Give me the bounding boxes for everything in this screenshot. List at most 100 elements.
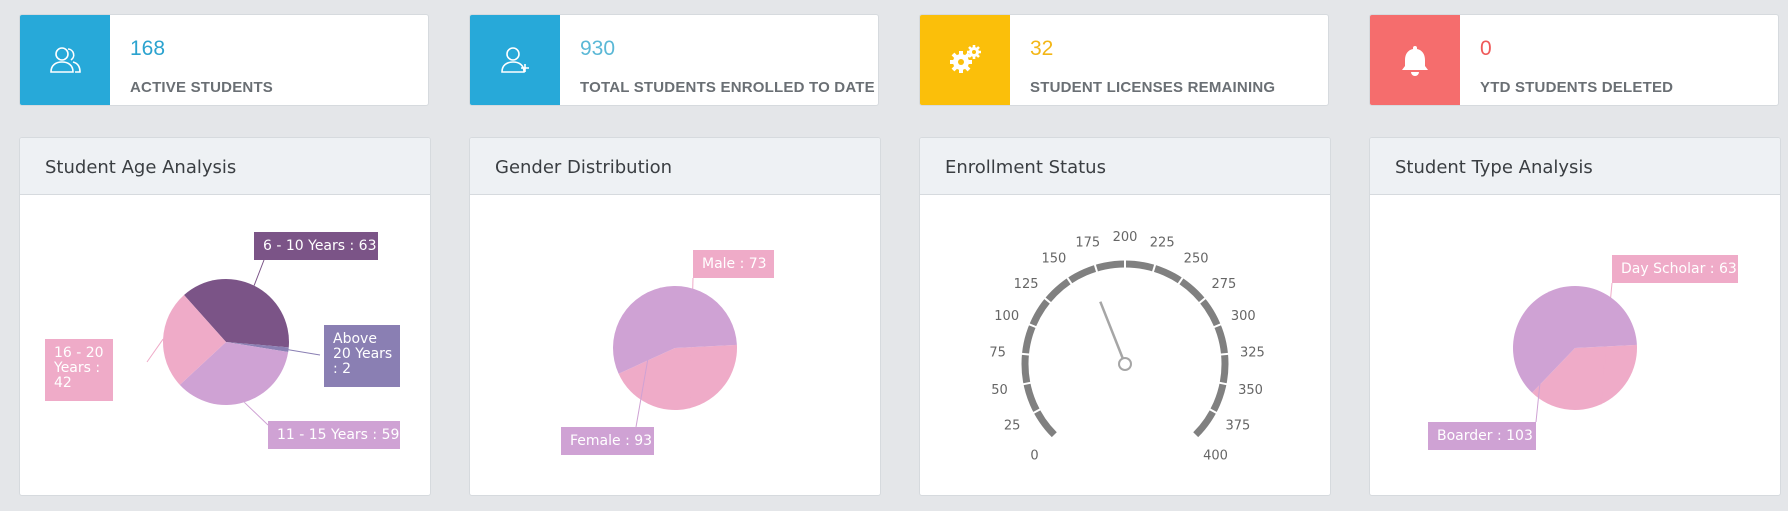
- pie-label: Years :: [53, 360, 100, 376]
- pie-connector: [243, 401, 269, 426]
- stat-value: 32: [1030, 37, 1054, 60]
- pie-label-box: [45, 339, 113, 401]
- stat-value: 0: [1480, 37, 1492, 60]
- stat-card-total-enrolled: 930 TOTAL STUDENTS ENROLLED TO DATE: [469, 14, 879, 106]
- gauge-tick: [1031, 407, 1043, 415]
- gender-pie-svg: Male : 73 Female : 93: [561, 250, 774, 455]
- pie-connector: [253, 259, 265, 286]
- pie-slice[interactable]: [618, 344, 737, 410]
- gauge-hub: [1118, 357, 1132, 371]
- gauge-tick-label: 400: [1203, 449, 1228, 464]
- gauge-tick: [1019, 352, 1032, 356]
- user-add-icon: [470, 15, 560, 105]
- panel-student-age-analysis: Student Age Analysis 6 - 10 Years : 63 Ab…: [19, 137, 431, 496]
- gauge-tick-label: 250: [1184, 252, 1209, 267]
- type-pie-svg: Day Scholar : 63 Boarder : 103: [1428, 255, 1738, 450]
- panel-title: Gender Distribution: [495, 157, 673, 178]
- gauge-tick-label: 25: [1004, 418, 1021, 433]
- gauge-tick: [1176, 275, 1185, 287]
- stat-value: 930: [580, 37, 616, 60]
- pie-label: 20 Years: [333, 346, 392, 362]
- panel-title: Student Age Analysis: [45, 157, 237, 178]
- pie-connector: [288, 349, 321, 356]
- stat-card-active-students: 168 ACTIVE STUDENTS: [19, 14, 429, 106]
- gauge-tick-label: 50: [991, 383, 1008, 398]
- gauge-tick: [1197, 296, 1208, 306]
- pie-label: 11 - 15 Years : 59: [277, 427, 399, 443]
- gauge-tick-label: 150: [1041, 252, 1066, 267]
- pie-label-box: [1612, 255, 1738, 283]
- bell-icon: [1370, 15, 1460, 105]
- panel-title: Enrollment Status: [945, 157, 1106, 178]
- gauge-tick: [1217, 381, 1230, 386]
- pie-connector: [635, 287, 661, 428]
- pie-label: 6 - 10 Years : 63: [263, 238, 377, 254]
- gauge-tick: [1093, 262, 1099, 275]
- gauge-tick-label: 350: [1238, 383, 1263, 398]
- gauge-tick-label: 275: [1211, 277, 1236, 292]
- gauge-tick-label: 300: [1231, 309, 1256, 324]
- stat-label: ACTIVE STUDENTS: [130, 79, 274, 96]
- pie-label: Male : 73: [702, 256, 767, 272]
- gauge-tick: [1026, 322, 1039, 329]
- gauge-tick: [1042, 296, 1053, 306]
- gauge-tick: [1211, 322, 1224, 329]
- gears-icon: [920, 15, 1010, 105]
- gauge-tick-label: 0: [1030, 449, 1038, 464]
- gauge-tick: [1065, 275, 1074, 287]
- pie-label: Boarder : 103: [1437, 428, 1533, 444]
- pie-label: 42: [54, 375, 72, 391]
- users-icon: [20, 15, 110, 105]
- pie-slice[interactable]: [162, 295, 226, 385]
- pie-slice[interactable]: [226, 342, 289, 353]
- gauge-tick-label: 75: [989, 346, 1006, 361]
- gauge-tick-label: 225: [1150, 236, 1175, 251]
- pie-label: 16 - 20: [54, 345, 104, 361]
- panel-header: Student Type Analysis: [1370, 138, 1780, 195]
- stat-label: TOTAL STUDENTS ENROLLED TO DATE: [580, 79, 875, 96]
- panel-header: Enrollment Status: [920, 138, 1330, 195]
- pie-slice[interactable]: [1532, 344, 1637, 410]
- gauge-tick-label: 100: [994, 309, 1019, 324]
- stat-label: YTD STUDENTS DELETED: [1480, 79, 1674, 96]
- gauge-tick-label: 325: [1240, 346, 1265, 361]
- gauge-tick: [1151, 262, 1157, 275]
- pie-label: : 2: [333, 361, 351, 377]
- enrollment-gauge: 0 25 50 75 100 125 150 175 200 225 250 275 300 325 350…: [920, 195, 1330, 495]
- pie-label-box: [561, 427, 654, 455]
- pie-label-box: [254, 232, 378, 260]
- gauge-tick: [1207, 407, 1219, 415]
- panel-student-type-analysis: Student Type Analysis Day Scholar : 63 Bo…: [1369, 137, 1781, 496]
- panel-title: Student Type Analysis: [1395, 157, 1593, 178]
- stat-value: 168: [130, 37, 166, 60]
- pie-slice[interactable]: [612, 285, 737, 374]
- pie-label-box: [693, 250, 774, 278]
- pie-label-box: [268, 421, 400, 449]
- age-pie-chart: 6 - 10 Years : 63 Above 20 Years: 2 11 - 15…: [20, 195, 430, 495]
- gauge-tick-label: 175: [1075, 236, 1100, 251]
- pie-slice[interactable]: [184, 278, 289, 348]
- pie-label: Female : 93: [570, 433, 652, 449]
- gauge-scale: [1021, 260, 1229, 438]
- student-type-pie-chart: Day Scholar : 63 Boarder : 103: [1370, 195, 1780, 495]
- pie-label-box: [1428, 422, 1536, 450]
- panel-header: Gender Distribution: [470, 138, 880, 195]
- stat-card-licenses-remaining: 32 STUDENT LICENSES REMAINING: [919, 14, 1329, 106]
- gauge-needle: [1099, 301, 1127, 365]
- pie-slice[interactable]: [1512, 285, 1637, 393]
- gauge-tick: [1218, 352, 1231, 356]
- gauge-tick-label: 125: [1014, 277, 1039, 292]
- pie-slice[interactable]: [179, 342, 289, 406]
- gender-pie-chart: Male : 73 Female : 93: [470, 195, 880, 495]
- stat-card-ytd-deleted: 0 YTD STUDENTS DELETED: [1369, 14, 1779, 106]
- gauge-tick-label: 200: [1113, 230, 1138, 245]
- pie-label-box: [324, 325, 400, 387]
- pie-label: Above: [333, 331, 377, 347]
- pie-connector: [1535, 291, 1550, 423]
- panel-gender-distribution: Gender Distribution Male : 73 Female : 93: [469, 137, 881, 496]
- panel-enrollment-status: Enrollment Status 0 25 50 75 100 125 150 175 200…: [919, 137, 1331, 496]
- pie-connector: [146, 338, 164, 363]
- gauge-tick-label: 375: [1225, 418, 1250, 433]
